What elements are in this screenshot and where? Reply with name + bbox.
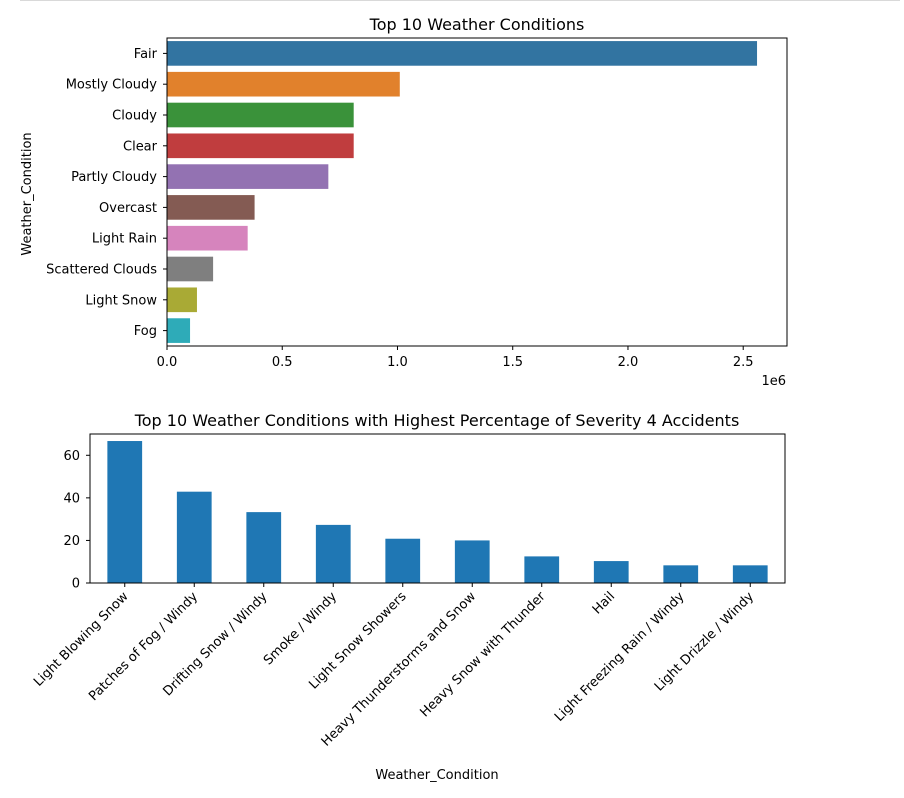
chart1-bar — [167, 102, 354, 128]
chart1-bar — [167, 225, 248, 251]
chart2-bar — [107, 441, 143, 583]
chart1-x-tick-label: 2.0 — [618, 355, 639, 370]
chart1-y-tick-label: Scattered Clouds — [46, 263, 157, 278]
chart2-bar — [454, 540, 490, 583]
chart2-bar — [524, 556, 560, 583]
chart1-y-tick-label: Light Rain — [92, 232, 157, 247]
chart1-y-tick-label: Clear — [123, 139, 158, 154]
chart1-bar — [167, 256, 214, 282]
chart1-y-tick-label: Mostly Cloudy — [66, 78, 158, 93]
chart1-y-axis-label: Weather_Condition — [20, 132, 35, 255]
chart-severity4-percentage: Top 10 Weather Conditions with Highest P… — [31, 411, 786, 783]
chart2-bar — [315, 524, 351, 583]
chart2-bar — [246, 512, 282, 583]
chart1-x-tick-label: 1.0 — [387, 355, 408, 370]
chart1-x-tick-label: 0.5 — [272, 355, 293, 370]
chart2-x-tick-label: Heavy Thunderstorms and Snow — [319, 589, 480, 750]
chart1-bar — [167, 318, 191, 343]
chart1-y-tick-label: Partly Cloudy — [71, 170, 157, 185]
chart2-bar — [593, 561, 629, 583]
chart1-x-tick-label: 0.0 — [157, 355, 178, 370]
chart1-y-tick-label: Cloudy — [112, 109, 157, 124]
chart1-bar — [167, 164, 329, 189]
chart2-x-tick-label: Hail — [590, 589, 618, 617]
chart1-bar — [167, 41, 758, 66]
chart2-plot-frame — [89, 433, 786, 584]
chart1-x-tick-label: 2.5 — [733, 355, 754, 370]
chart2-y-tick-label: 60 — [63, 449, 80, 464]
chart1-bar — [167, 133, 354, 159]
chart1-y-tick-label: Overcast — [99, 201, 157, 216]
chart1-bar — [167, 287, 197, 313]
chart2-x-tick-label: Light Freezing Rain / Windy — [552, 589, 688, 725]
chart1-y-tick-label: Fog — [134, 324, 157, 339]
chart1-bar — [167, 71, 400, 97]
chart2-y-tick-label: 40 — [63, 491, 80, 506]
chart1-bar — [167, 195, 255, 220]
chart1-x-offset-label: 1e6 — [761, 374, 786, 389]
chart2-x-tick-label: Heavy Snow with Thunder — [417, 589, 549, 721]
chart2-y-tick-label: 20 — [63, 534, 80, 549]
chart1-y-tick-label: Fair — [134, 47, 158, 62]
chart2-bar — [176, 491, 212, 583]
chart2-x-axis-label: Weather_Condition — [375, 768, 498, 783]
chart1-y-tick-label: Light Snow — [85, 293, 157, 308]
chart1-x-tick-label: 1.5 — [502, 355, 523, 370]
chart1-plot-frame — [166, 37, 788, 347]
chart2-y-tick-label: 0 — [72, 577, 80, 592]
chart-top-weather-conditions: Top 10 Weather Conditions Weather_Condit… — [20, 15, 788, 389]
chart2-bar — [732, 565, 768, 583]
chart2-x-tick-label: Smoke / Windy — [261, 589, 340, 668]
chart2-bar — [385, 538, 421, 583]
chart1-title: Top 10 Weather Conditions — [369, 15, 585, 34]
top-divider — [20, 0, 900, 1]
chart2-bar — [663, 565, 699, 583]
chart2-title: Top 10 Weather Conditions with Highest P… — [134, 411, 740, 430]
